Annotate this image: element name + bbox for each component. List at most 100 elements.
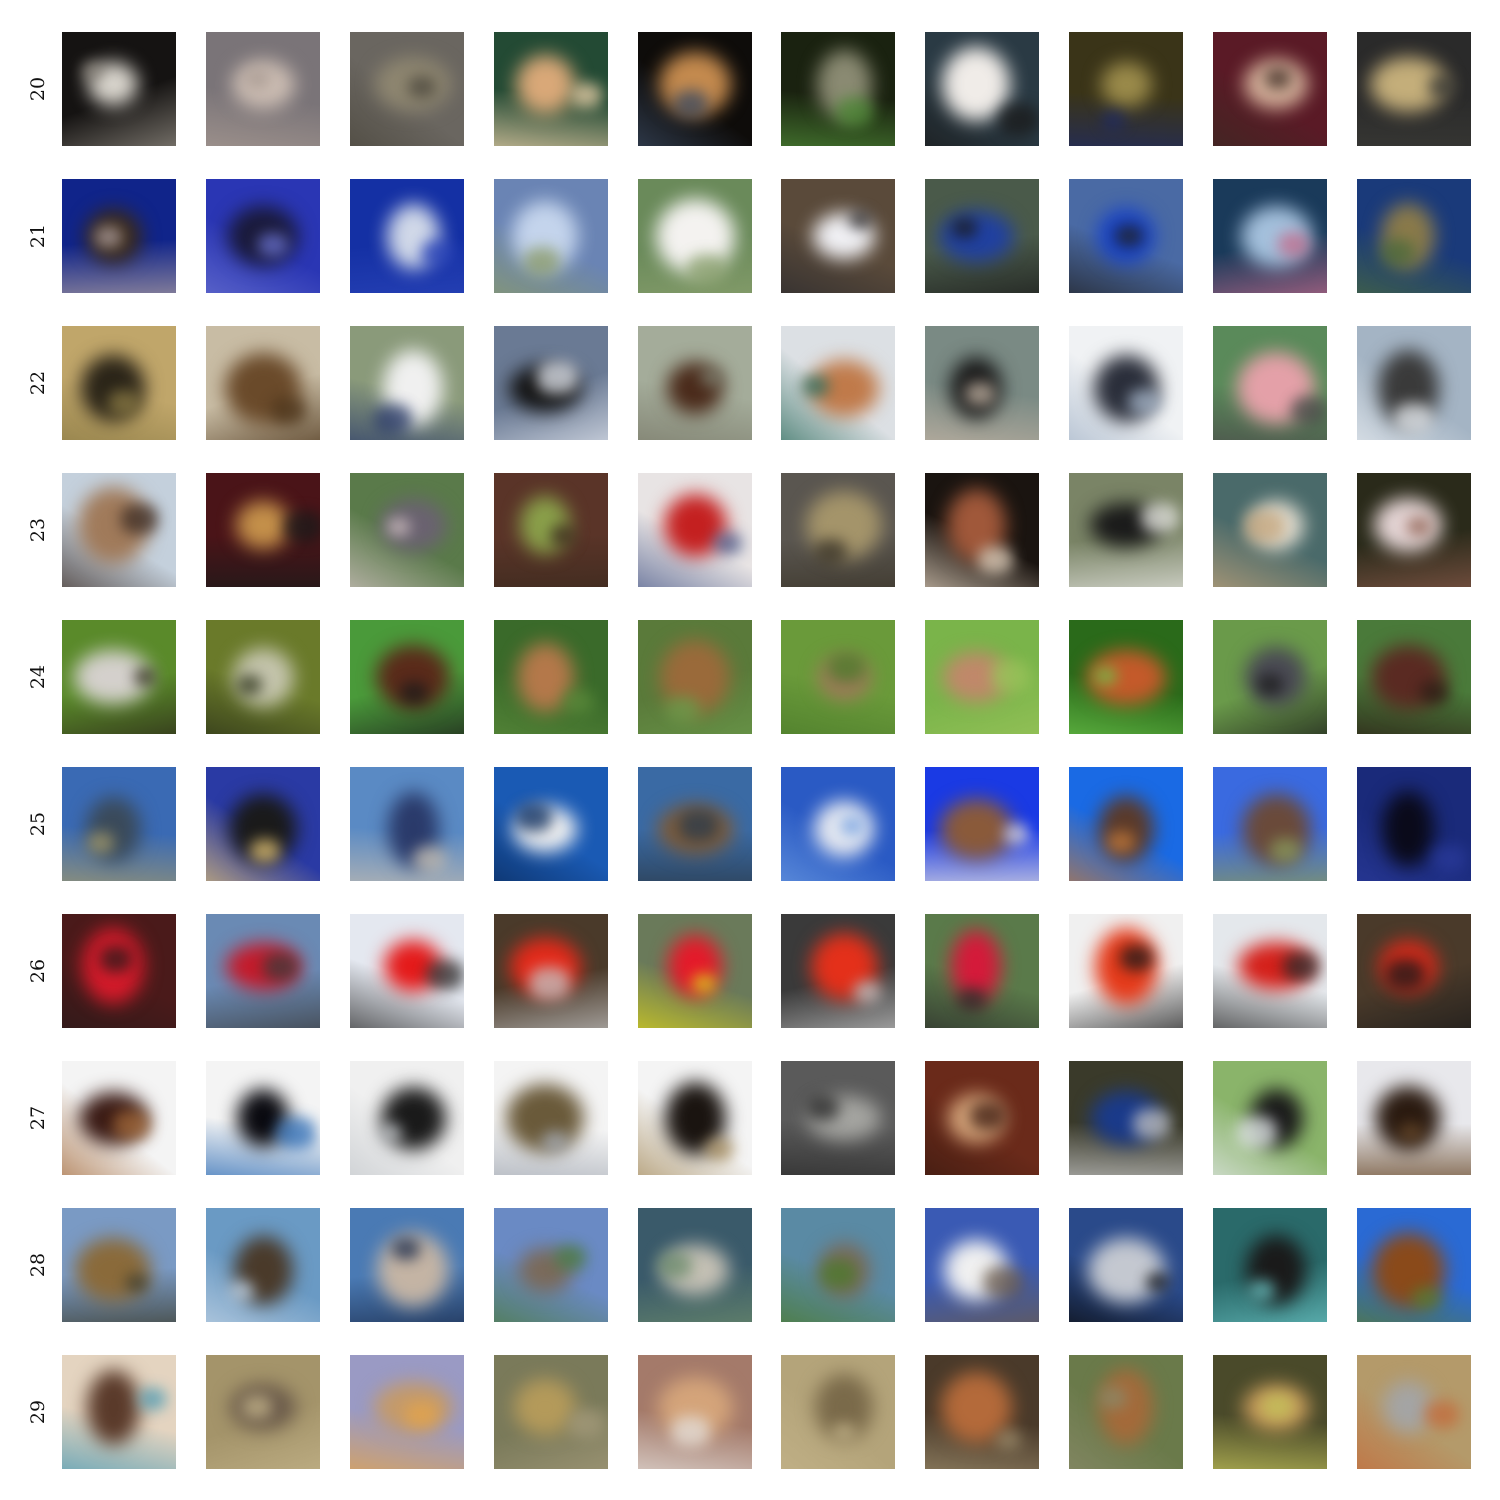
thumbnail-detail xyxy=(1433,845,1467,873)
thumbnail-detail xyxy=(1270,838,1301,863)
row-label-text: 21 xyxy=(27,223,49,249)
thumbnail-detail xyxy=(1428,75,1457,99)
thumbnail-detail xyxy=(705,1138,734,1162)
thumbnail-frog xyxy=(781,32,895,146)
thumbnail-detail xyxy=(1407,517,1431,537)
thumbnail-cat xyxy=(638,1355,752,1469)
thumbnail-deer xyxy=(1069,1355,1183,1469)
thumbnail-bird xyxy=(638,1208,752,1322)
thumbnail-detail xyxy=(245,69,270,89)
thumbnail-detail xyxy=(1257,674,1283,695)
thumbnail-airplane xyxy=(206,767,320,881)
thumbnail-detail xyxy=(108,390,140,416)
thumbnail-detail xyxy=(1141,503,1179,534)
thumbnail-bird xyxy=(206,1061,320,1175)
thumbnail-subject xyxy=(236,501,290,549)
thumbnail-detail xyxy=(666,696,700,724)
thumbnail-detail xyxy=(820,1259,857,1289)
thumbnail-detail xyxy=(263,953,298,981)
thumbnail-detail xyxy=(568,1409,604,1438)
thumbnail-detail xyxy=(121,504,158,534)
thumbnail-airplane xyxy=(350,1355,464,1469)
thumbnail-detail xyxy=(271,397,306,425)
thumbnail-detail xyxy=(284,511,320,543)
thumbnail-detail xyxy=(833,1423,855,1441)
thumbnail-detail xyxy=(658,1252,692,1280)
row-label-text: 26 xyxy=(27,958,49,984)
thumbnail-detail xyxy=(1381,239,1415,267)
thumbnail-cat xyxy=(781,179,895,293)
thumbnail-subject xyxy=(515,54,575,114)
thumbnail-detail xyxy=(555,1245,586,1270)
thumbnail-detail xyxy=(571,83,602,108)
thumbnail-subject xyxy=(75,1238,151,1302)
thumbnail-automobile xyxy=(350,326,464,440)
thumbnail-ship xyxy=(350,1208,464,1322)
thumbnail-detail xyxy=(100,946,132,972)
thumbnail-deer xyxy=(925,1355,1039,1469)
thumbnail-detail xyxy=(1146,1273,1169,1292)
thumbnail-detail xyxy=(849,211,871,229)
thumbnail-detail xyxy=(983,1266,1023,1298)
thumbnail-frog xyxy=(781,473,895,587)
thumbnail-bird xyxy=(1357,1355,1471,1469)
thumbnail-detail xyxy=(999,104,1039,136)
thumbnail-dog xyxy=(1357,473,1471,587)
thumbnail-automobile xyxy=(1069,1061,1183,1175)
thumbnail-detail xyxy=(400,682,428,705)
thumbnail-cat xyxy=(638,32,752,146)
thumbnail-detail xyxy=(1283,952,1319,981)
row-label-text: 23 xyxy=(27,517,49,543)
thumbnail-detail xyxy=(421,240,454,267)
thumbnail-cat xyxy=(206,32,320,146)
thumbnail-detail xyxy=(516,803,552,832)
thumbnail-detail xyxy=(1291,396,1327,425)
thumbnail-detail xyxy=(1120,945,1153,972)
thumbnail-detail xyxy=(82,62,104,80)
thumbnail-deer xyxy=(206,1355,320,1469)
thumbnail-cat xyxy=(1357,32,1471,146)
thumbnail-subject xyxy=(939,798,1013,860)
row-label-text: 20 xyxy=(27,76,49,102)
thumbnail-detail xyxy=(1394,403,1433,435)
thumbnail-detail xyxy=(1265,68,1291,89)
row-label-text: 22 xyxy=(27,370,49,396)
thumbnail-cat xyxy=(494,32,608,146)
thumbnail-cat xyxy=(1213,179,1327,293)
thumbnail-automobile xyxy=(206,914,320,1028)
thumbnail-detail xyxy=(542,1131,568,1152)
thumbnail-frog xyxy=(206,326,320,440)
thumbnail-truck xyxy=(62,767,176,881)
thumbnail-dog xyxy=(1213,32,1327,146)
thumbnail-bird xyxy=(206,620,320,734)
thumbnail-bird xyxy=(350,620,464,734)
thumbnail-automobile xyxy=(350,914,464,1028)
thumbnail-detail xyxy=(700,368,724,388)
thumbnail-detail xyxy=(113,1110,150,1140)
thumbnail-subject xyxy=(1382,791,1434,867)
thumbnail-automobile xyxy=(781,1061,895,1175)
thumbnail-bird xyxy=(62,179,176,293)
row-label: 27 xyxy=(22,1061,54,1175)
thumbnail-dog xyxy=(925,767,1039,881)
thumbnail-detail xyxy=(1107,831,1135,854)
thumbnail-frog xyxy=(1069,620,1183,734)
thumbnail-bird xyxy=(494,1355,608,1469)
row-label-text: 27 xyxy=(27,1105,49,1131)
thumbnail-detail xyxy=(1236,1116,1277,1149)
thumbnail-detail xyxy=(674,90,708,118)
thumbnail-ship xyxy=(925,1208,1039,1322)
row-label: 22 xyxy=(22,326,54,440)
thumbnail-detail xyxy=(854,981,881,1003)
row-label: 28 xyxy=(22,1208,54,1322)
thumbnail-detail xyxy=(563,689,594,714)
thumbnail-truck xyxy=(350,1061,464,1175)
thumbnail-detail xyxy=(229,1281,254,1301)
thumbnail-detail xyxy=(1244,510,1285,543)
thumbnail-dog xyxy=(638,179,752,293)
thumbnail-automobile xyxy=(925,179,1039,293)
thumbnail-subject xyxy=(942,47,1010,121)
thumbnail-horse xyxy=(781,326,895,440)
thumbnail-detail xyxy=(1262,1394,1293,1419)
